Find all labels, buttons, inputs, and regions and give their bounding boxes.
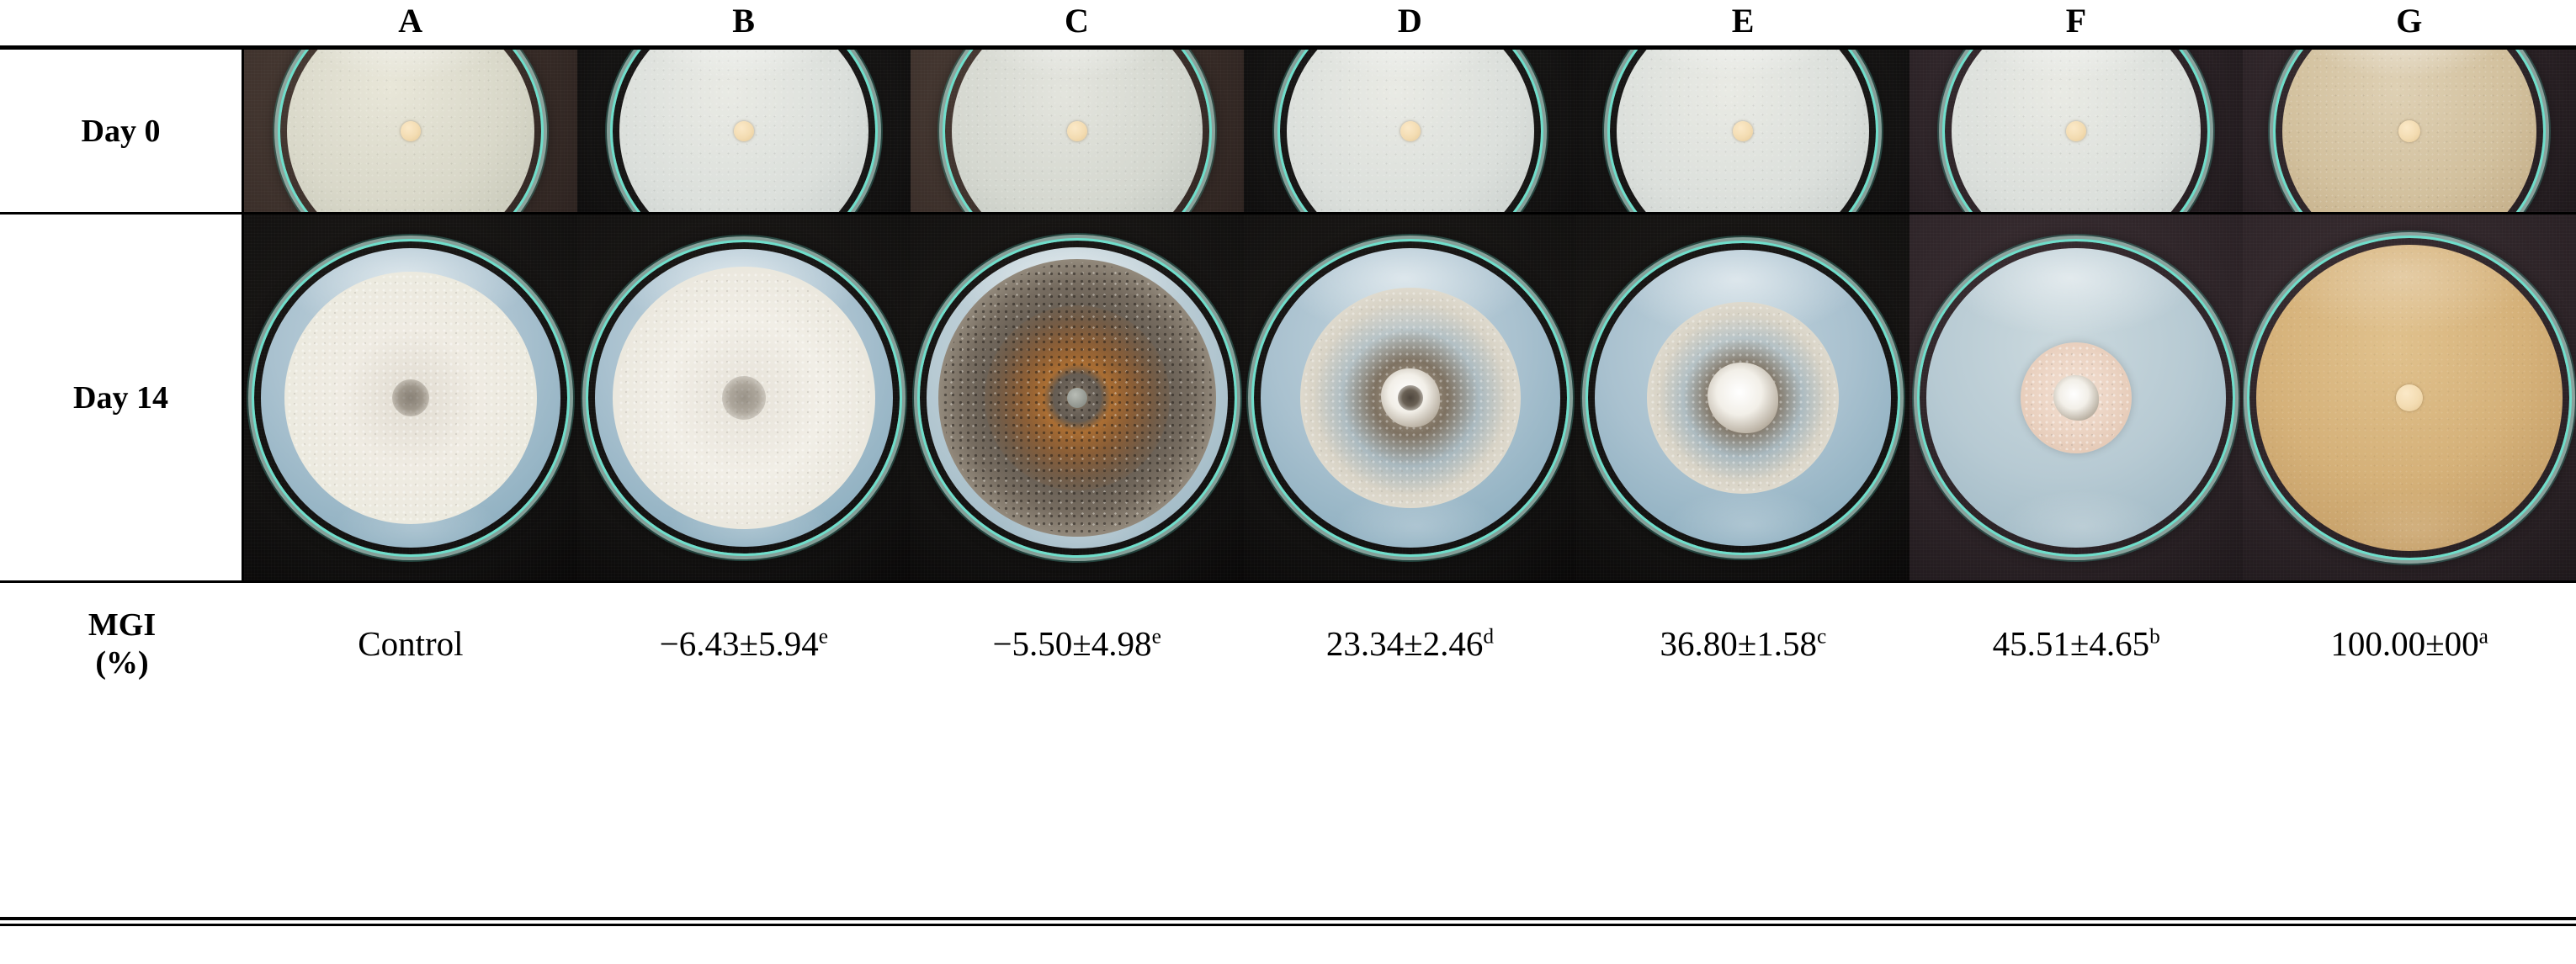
cell-mgi-g: 100.00±00a	[2243, 583, 2576, 705]
cell-day0-g	[2243, 50, 2576, 215]
fungal-colony	[612, 266, 875, 529]
petri-photo-day0-f	[1909, 50, 2244, 212]
cell-mgi-b: −6.43±5.94e	[577, 583, 911, 705]
petri-photo-day14-g	[2243, 215, 2576, 580]
mgi-value-g: 100.00±00a	[2330, 624, 2488, 663]
petri-dish	[945, 50, 1209, 212]
column-header-d: D	[1397, 2, 1423, 40]
inoculum-plug	[1066, 120, 1087, 141]
table-row-mgi: MGI (%) Control −6.43±5.94e −5.50±4.98e …	[0, 583, 2576, 705]
petri-photo-day14-e	[1576, 215, 1910, 580]
mgi-value-f: 45.51±4.65b	[1992, 624, 2160, 663]
petri-dish	[1920, 241, 2233, 554]
cell-day14-g	[2243, 215, 2576, 583]
petri-dish	[280, 50, 541, 212]
row-label-mgi-line2: (%)	[95, 644, 149, 681]
mgi-value-e: 36.80±1.58c	[1660, 624, 1827, 663]
petri-photo-day0-e	[1576, 50, 1910, 212]
mgi-value-d: 23.34±2.46d	[1325, 624, 1495, 663]
cell-mgi-d: 23.34±2.46d	[1244, 583, 1577, 705]
petri-dish	[254, 241, 567, 554]
inoculum-plug	[1733, 120, 1754, 141]
petri-photo-day0-a	[244, 50, 577, 212]
row-label-day14: Day 14	[0, 215, 244, 583]
inoculum-plug	[2398, 119, 2421, 142]
mgi-value-a: Control	[358, 624, 464, 663]
table-row-day14: Day 14	[0, 215, 2576, 583]
colony-centre	[2053, 374, 2100, 421]
cell-mgi-f: 45.51±4.65b	[1909, 583, 2243, 705]
petri-dish	[1610, 50, 1876, 212]
cell-day0-c	[910, 50, 1244, 215]
colony-plug-shadow	[1397, 384, 1423, 410]
cell-day0-b	[576, 50, 911, 215]
petri-photo-day14-b	[576, 215, 911, 580]
mgi-value-c: −5.50±4.98e	[992, 624, 1161, 663]
cell-day14-d	[1243, 215, 1577, 583]
petri-dish	[588, 242, 900, 554]
petri-dish	[1280, 50, 1541, 212]
mgi-value-b: −6.43±5.94e	[659, 624, 828, 663]
petri-dish	[613, 50, 875, 212]
petri-photo-day14-f	[1909, 215, 2244, 580]
petri-dish	[920, 241, 1235, 555]
row-label-mgi-line1: MGI	[88, 606, 157, 643]
colony-centre	[391, 379, 429, 416]
petri-photo-day14-a	[244, 215, 577, 580]
column-header-f: F	[2065, 2, 2087, 40]
petri-photo-day0-c	[910, 50, 1244, 212]
petri-dish	[1945, 50, 2207, 212]
table-bottom-rule-upper	[0, 917, 2576, 920]
column-header-row: A B C D E F G	[0, 0, 2576, 45]
petri-dish	[2276, 50, 2543, 212]
inoculum-plug	[2066, 120, 2087, 141]
column-header-g: G	[2396, 2, 2423, 40]
cell-day14-a	[244, 215, 577, 583]
inoculum-plug	[400, 120, 421, 141]
inoculum-plug	[733, 120, 754, 141]
cell-mgi-c: −5.50±4.98e	[911, 583, 1244, 705]
column-header-a: A	[398, 2, 423, 40]
table-bottom-rule-lower	[0, 924, 2576, 926]
colony-texture	[617, 271, 870, 524]
inoculum-plug	[1400, 120, 1421, 141]
cell-day0-f	[1909, 50, 2244, 215]
cell-mgi-e: 36.80±1.58c	[1576, 583, 1909, 705]
colony-centre	[721, 375, 766, 420]
row-label-mgi: MGI (%)	[0, 583, 244, 705]
cell-day14-f	[1909, 215, 2244, 583]
cell-day0-e	[1576, 50, 1910, 215]
petri-photo-day14-c	[910, 215, 1244, 580]
cell-mgi-a: Control	[244, 583, 577, 705]
cell-day0-a	[244, 50, 577, 215]
table-row-day0: Day 0	[0, 50, 2576, 215]
table-top-rule	[0, 45, 2576, 50]
column-header-c: C	[1064, 2, 1090, 40]
petri-dish	[2249, 238, 2569, 558]
cell-day14-b	[576, 215, 911, 583]
header-corner-spacer	[0, 0, 244, 45]
inoculum-plug	[2396, 384, 2424, 411]
inoculum-plug	[1066, 387, 1087, 408]
petri-photo-day0-g	[2243, 50, 2576, 212]
petri-photo-day0-b	[576, 50, 911, 212]
petri-dish	[1254, 241, 1567, 554]
column-header-b: B	[732, 2, 756, 40]
cell-day14-e	[1576, 215, 1910, 583]
colony-centre	[1708, 362, 1779, 433]
cell-day0-d	[1243, 50, 1577, 215]
row-label-day0: Day 0	[0, 50, 244, 215]
column-header-e: E	[1731, 2, 1755, 40]
petri-photo-day0-d	[1243, 50, 1577, 212]
table-body: Day 0	[0, 50, 2576, 917]
cell-day14-c	[910, 215, 1244, 583]
petri-dish	[1588, 243, 1898, 553]
petri-photo-day14-d	[1243, 215, 1577, 580]
